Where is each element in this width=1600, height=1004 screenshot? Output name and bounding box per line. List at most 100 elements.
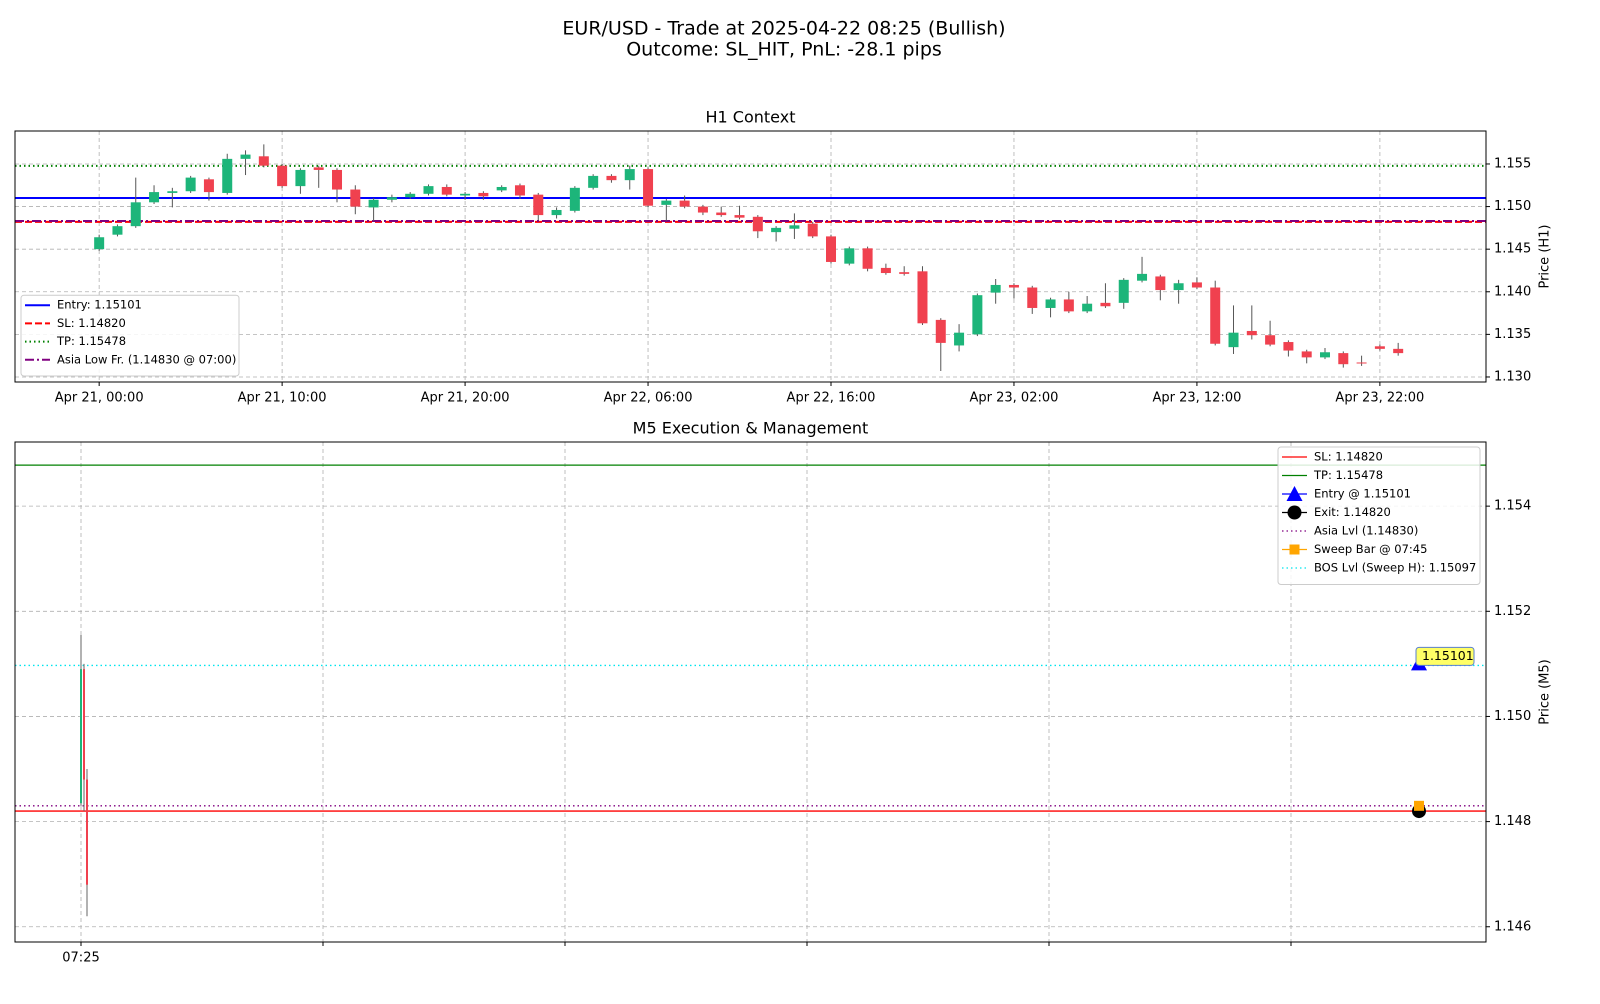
candle-body <box>1210 287 1221 344</box>
x-tick-label: 07:25 <box>62 951 99 966</box>
candle-body <box>277 165 288 187</box>
candle-body <box>697 206 708 213</box>
y-axis-label: Price (H1) <box>1538 224 1553 288</box>
candle-body <box>1027 287 1038 308</box>
candle-body <box>1155 276 1166 291</box>
candle-body <box>880 267 891 274</box>
candle-body <box>514 185 525 196</box>
x-tick-label: Apr 22, 16:00 <box>787 391 876 406</box>
candle-body <box>789 225 800 229</box>
candle-body <box>240 154 251 159</box>
candle-body <box>990 284 1001 293</box>
candle-body <box>1008 284 1019 288</box>
candle-body <box>533 194 544 216</box>
candle-body <box>112 226 123 235</box>
candle-body <box>1173 283 1184 291</box>
y-tick-label: 1.155 <box>1494 156 1531 171</box>
candle-body <box>1228 332 1239 348</box>
legend-label: TP: 1.15478 <box>56 334 126 348</box>
legend-swatch <box>1287 505 1302 520</box>
candle-body <box>1082 303 1093 312</box>
candle-body <box>386 197 397 200</box>
candle-body <box>222 158 233 193</box>
x-tick-label: Apr 23, 02:00 <box>970 391 1059 406</box>
x-tick-label: Apr 21, 00:00 <box>55 391 144 406</box>
y-axis-label: Price (M5) <box>1538 659 1553 724</box>
candle-body <box>734 215 745 218</box>
y-tick-label: 1.150 <box>1494 709 1531 724</box>
candle-body <box>94 237 105 250</box>
y-tick-label: 1.130 <box>1494 369 1531 384</box>
x-tick-label: Apr 21, 20:00 <box>421 391 510 406</box>
candle-body <box>478 192 489 197</box>
figure-subtitle: Outcome: SL_HIT, PnL: -28.1 pips <box>626 39 942 61</box>
candle-body <box>203 179 214 193</box>
candle-body <box>1301 351 1312 358</box>
candle-body <box>569 187 580 211</box>
candle-body <box>771 227 782 233</box>
candle-body <box>1338 353 1349 365</box>
x-tick-label: Apr 21, 10:00 <box>238 391 327 406</box>
candle-body <box>643 169 654 206</box>
candle-body <box>1374 346 1385 349</box>
y-tick-label: 1.150 <box>1494 199 1531 214</box>
candle-body <box>844 248 855 264</box>
x-tick-label: Apr 22, 06:00 <box>604 391 693 406</box>
candle-body <box>295 169 306 187</box>
candle-body <box>917 271 928 324</box>
plot-area <box>15 442 1486 942</box>
legend-label: SL: 1.14820 <box>57 316 126 330</box>
y-tick-label: 1.152 <box>1494 604 1531 619</box>
candle-body <box>826 236 837 262</box>
candle-body <box>1137 273 1148 281</box>
plot-area <box>15 131 1486 382</box>
candle-body <box>86 779 88 885</box>
annotation-box <box>1415 646 1475 666</box>
annotation-label: 1.15101 <box>1422 648 1474 663</box>
candle-body <box>1063 299 1074 312</box>
candle-body <box>332 169 343 190</box>
candle-body <box>167 191 178 193</box>
candle-body <box>972 295 983 335</box>
candle-body <box>1319 352 1330 358</box>
plot-frame <box>14 441 1487 943</box>
legend-box <box>20 294 240 377</box>
sweep-marker <box>1414 800 1424 811</box>
candle-body <box>624 169 635 181</box>
candle-body <box>441 186 452 195</box>
candle-body <box>460 193 471 196</box>
legend-label: Entry: 1.15101 <box>57 298 142 312</box>
legend-label: SL: 1.14820 <box>1314 450 1383 464</box>
legend-label: Asia Low Fr. (1.14830 @ 07:00) <box>57 352 236 366</box>
legend-label: TP: 1.15478 <box>1313 468 1383 482</box>
legend-label: BOS Lvl (Sweep H): 1.15097 <box>1314 561 1476 575</box>
candle-body <box>149 192 160 203</box>
legend-label: Asia Lvl (1.14830) <box>1314 524 1418 538</box>
candle-body <box>83 669 85 780</box>
candle-body <box>1393 348 1404 354</box>
candle-body <box>1118 279 1129 303</box>
candle-body <box>679 200 690 207</box>
plot-frame <box>14 130 1487 383</box>
legend-label: Exit: 1.14820 <box>1314 505 1391 519</box>
y-tick-label: 1.154 <box>1494 499 1531 514</box>
y-tick-label: 1.146 <box>1494 919 1531 934</box>
legend-box <box>1277 446 1481 585</box>
panel-title: H1 Context <box>706 108 796 127</box>
candle-body <box>1045 299 1056 308</box>
candle-body <box>368 199 379 208</box>
y-tick-label: 1.135 <box>1494 327 1531 342</box>
panel-title: M5 Execution & Management <box>633 419 869 438</box>
candle-body <box>313 167 324 170</box>
candle-body <box>935 319 946 343</box>
legend-label: Sweep Bar @ 07:45 <box>1314 542 1427 556</box>
candle-body <box>1246 330 1257 336</box>
candle-body <box>496 186 507 191</box>
candle-body <box>1191 282 1202 288</box>
candle-body <box>752 216 763 232</box>
candle-body <box>606 175 617 181</box>
candle-body <box>661 200 672 205</box>
candle-body <box>954 332 965 346</box>
x-tick-label: Apr 23, 22:00 <box>1335 391 1424 406</box>
